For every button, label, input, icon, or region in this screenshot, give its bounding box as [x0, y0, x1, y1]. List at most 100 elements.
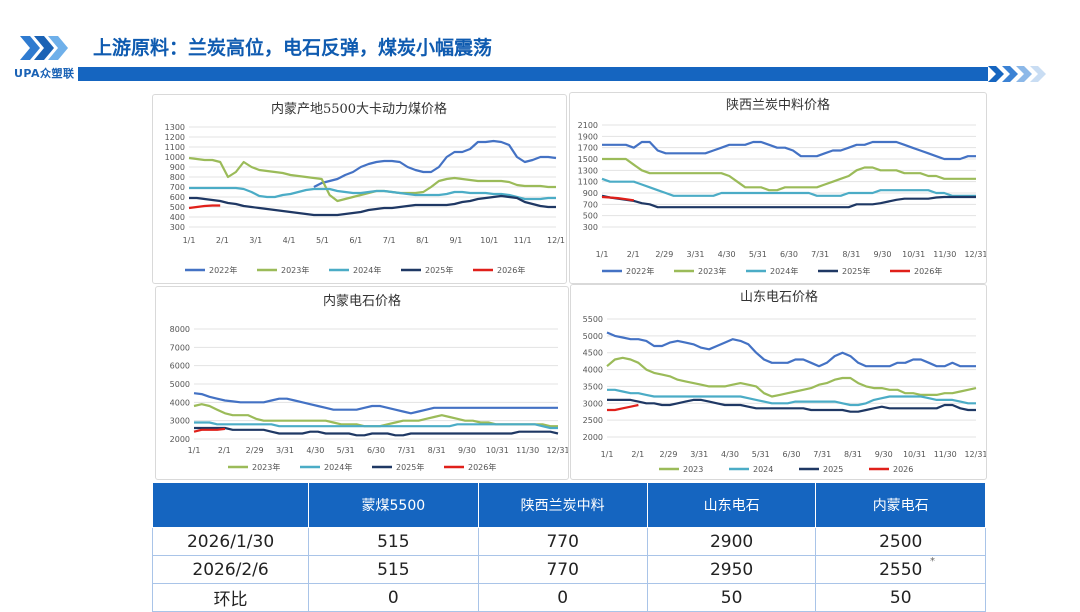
- y-tick-label: 300: [583, 223, 598, 232]
- chart-nm-carbide: 内蒙电石价格 2000 3000 4000 5000 6000 7000 8000 1/1 2/1…: [170, 293, 568, 472]
- legend-label: 2026年: [497, 265, 525, 275]
- x-tick-label: 6/30: [780, 250, 798, 259]
- table-cell: 2500: [815, 527, 986, 556]
- x-tick-label: 7/31: [397, 446, 415, 455]
- x-tick-label: 3/1: [249, 236, 262, 245]
- x-tick-label: 8/31: [428, 446, 446, 455]
- y-tick-label: 1500: [578, 155, 598, 164]
- x-tick-label: 4/30: [306, 446, 324, 455]
- table-cell: 770: [477, 555, 648, 584]
- y-tick-label: 1000: [165, 153, 185, 162]
- y-tick-label: 500: [583, 212, 598, 221]
- legend-label: 2023: [683, 465, 703, 474]
- y-tick-label: 1100: [578, 178, 598, 187]
- x-tick-label: 10/31: [903, 450, 926, 459]
- x-tick-label: 7/31: [811, 250, 829, 259]
- logo-text: UPA众塑联: [14, 67, 75, 80]
- table-cell-date: 2026/1/30: [151, 527, 310, 556]
- legend-label: 2023年: [698, 266, 726, 276]
- table-row: 环比 0 0 50 50: [151, 583, 986, 612]
- footnote-mark: *: [930, 556, 935, 567]
- x-tick-label: 5/31: [749, 250, 767, 259]
- y-tick-label: 3500: [583, 382, 603, 391]
- y-tick-label: 5500: [583, 315, 603, 324]
- y-tick-label: 700: [170, 183, 185, 192]
- header: UPA众塑联 上游原料：兰炭高位，电石反弹，煤炭小幅震荡: [0, 0, 1080, 92]
- x-tick-label: 9/30: [875, 450, 893, 459]
- y-tick-label: 1300: [165, 123, 185, 132]
- y-tick-label: 7000: [170, 343, 190, 352]
- x-tick-label: 6/30: [783, 450, 801, 459]
- table-cell: 515: [308, 555, 479, 584]
- legend-label: 2026年: [914, 266, 942, 276]
- chart-panel-coke: 陕西兰炭中料价格 300 500 700 900 1100 1300 1500 1700 1900…: [569, 92, 987, 284]
- table-cell: 515: [308, 527, 479, 556]
- y-tick-label: 4500: [583, 349, 603, 358]
- chevron-arrows-icon: [988, 66, 1046, 82]
- y-tick-label: 1300: [578, 166, 598, 175]
- series-line-2022年: [193, 392, 558, 415]
- table-header-cell: 内蒙电石: [815, 482, 986, 528]
- y-tick-label: 1900: [578, 132, 598, 141]
- table-cell: 0: [477, 583, 648, 612]
- series-line-2023: [606, 356, 977, 398]
- y-tick-label: 4000: [170, 398, 190, 407]
- chart-panel-nm-carbide: 内蒙电石价格 2000 3000 4000 5000 6000 7000 8000 1/1 2/1…: [155, 286, 569, 480]
- x-tick-label: 8/31: [842, 250, 860, 259]
- x-tick-label: 8/31: [844, 450, 862, 459]
- y-tick-label: 1100: [165, 143, 185, 152]
- y-tick-label: 1700: [578, 144, 598, 153]
- legend-label: 2024年: [353, 265, 381, 275]
- y-tick-label: 2000: [583, 433, 603, 442]
- series-line-2026: [607, 403, 639, 412]
- series-line-2025年: [194, 426, 559, 437]
- y-tick-label: 6000: [170, 362, 190, 371]
- y-tick-label: 2500: [583, 416, 603, 425]
- series-line-2025年: [601, 194, 976, 209]
- x-tick-label: 11/30: [934, 450, 957, 459]
- page-title: 上游原料：兰炭高位，电石反弹，煤炭小幅震荡: [93, 37, 493, 59]
- y-tick-label: 900: [583, 189, 598, 198]
- legend-label: 2025年: [842, 266, 870, 276]
- chart-coke: 陕西兰炭中料价格 300 500 700 900 1100 1300 1500 1700 1900…: [578, 97, 986, 276]
- y-tick-label: 5000: [170, 380, 190, 389]
- table-cell: 50: [646, 583, 817, 612]
- x-tick-label: 7/31: [813, 450, 831, 459]
- x-tick-label: 10/31: [902, 250, 925, 259]
- x-tick-label: 8/1: [416, 236, 429, 245]
- y-tick-label: 400: [170, 213, 185, 222]
- x-tick-label: 4/30: [718, 250, 736, 259]
- y-tick-label: 2100: [578, 121, 598, 130]
- legend-label: 2025: [823, 465, 843, 474]
- x-tick-label: 9/30: [458, 446, 476, 455]
- x-tick-label: 2/1: [218, 446, 231, 455]
- x-tick-label: 6/1: [349, 236, 362, 245]
- y-tick-label: 3000: [583, 399, 603, 408]
- series-line-2024年: [194, 421, 558, 430]
- x-tick-label: 11/30: [933, 250, 956, 259]
- series-line-2022年: [602, 140, 976, 161]
- upa-logo: UPA众塑联: [14, 32, 76, 80]
- series-line-2023年: [602, 157, 976, 192]
- series-line-2024年: [601, 177, 976, 197]
- upa-logo-icon: [20, 36, 68, 60]
- chart-title: 内蒙电石价格: [323, 293, 401, 309]
- x-tick-label: 5/1: [316, 236, 329, 245]
- x-tick-label: 2/1: [216, 236, 229, 245]
- y-tick-label: 8000: [170, 325, 190, 334]
- table-cell: 2900: [646, 527, 817, 556]
- table-cell: 2950: [646, 555, 817, 584]
- chart-panel-sd-carbide: 山东电石价格 2000 2500 3000 3500 4000 4500 5000 5500 1/…: [570, 284, 987, 480]
- x-tick-label: 2/1: [631, 450, 644, 459]
- x-tick-label: 10/31: [486, 446, 509, 455]
- x-tick-label: 4/1: [283, 236, 296, 245]
- table-cell: 50: [815, 583, 986, 612]
- table-cell: 2550: [815, 555, 986, 584]
- x-tick-label: 2/1: [627, 250, 640, 259]
- chart-title: 陕西兰炭中料价格: [726, 97, 830, 113]
- table-header-cell: [151, 482, 310, 528]
- x-tick-label: 3/31: [276, 446, 294, 455]
- x-tick-label: 9/1: [449, 236, 462, 245]
- x-tick-label: 2/29: [246, 446, 264, 455]
- title-underline-bar: [78, 67, 988, 81]
